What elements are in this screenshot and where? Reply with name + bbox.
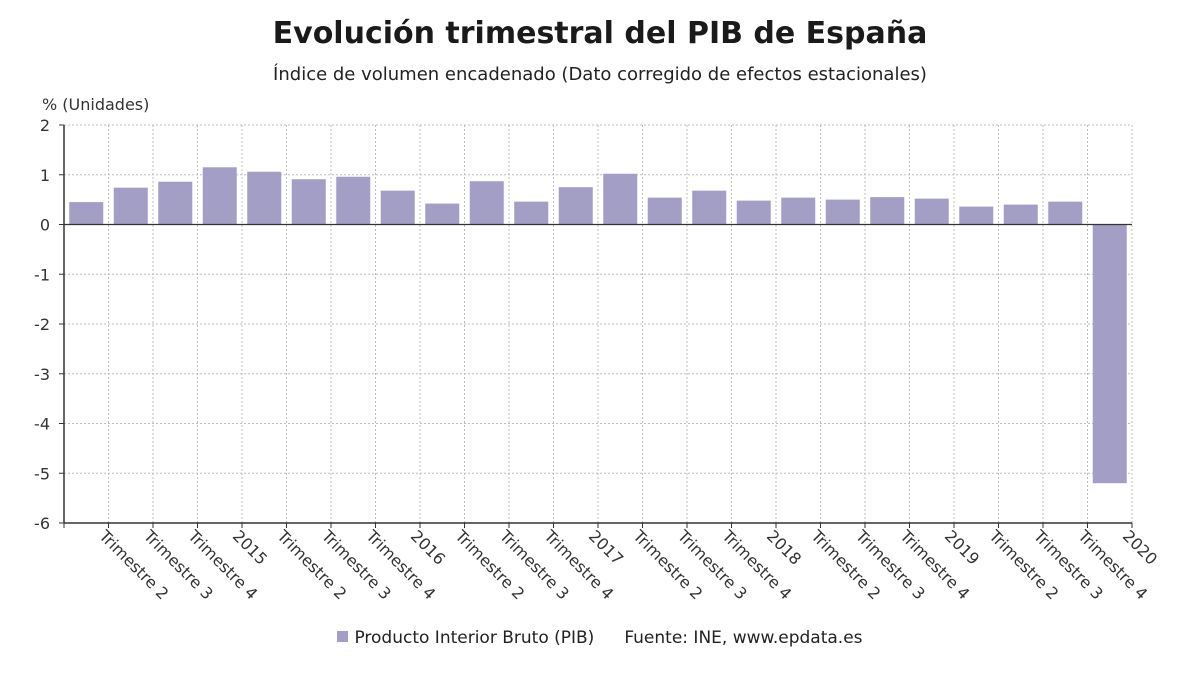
x-tick-label: 2015 xyxy=(229,526,271,568)
bar xyxy=(781,197,816,225)
chart-subtitle: Índice de volumen encadenado (Dato corre… xyxy=(273,64,927,85)
bar xyxy=(1003,204,1038,225)
bar xyxy=(69,202,104,225)
x-tick-label: 2019 xyxy=(941,526,983,568)
legend-series-label: Producto Interior Bruto (PIB) xyxy=(354,628,595,648)
y-tick-label: -2 xyxy=(34,315,50,334)
bar xyxy=(202,167,237,225)
y-tick-label: -5 xyxy=(34,464,50,483)
x-tick-label: 2018 xyxy=(763,526,805,568)
bar xyxy=(425,203,460,225)
x-tick-label: 2016 xyxy=(407,526,449,568)
bar xyxy=(914,198,949,225)
axes xyxy=(59,124,1133,528)
bar xyxy=(647,197,682,225)
bars xyxy=(69,167,1127,484)
bar xyxy=(692,190,727,225)
y-axis-label: % (Unidades) xyxy=(42,95,149,114)
bar xyxy=(247,171,282,225)
y-tick-label: -6 xyxy=(34,514,50,533)
y-tick-label: 2 xyxy=(40,116,50,135)
bar xyxy=(736,200,771,225)
bar xyxy=(336,176,371,225)
x-tick-label: 2020 xyxy=(1119,526,1161,568)
bar xyxy=(469,181,504,225)
bar xyxy=(113,187,148,225)
bar xyxy=(1048,201,1083,225)
bar xyxy=(380,190,415,225)
bar xyxy=(291,179,326,225)
y-tick-label: 0 xyxy=(40,216,50,235)
bar xyxy=(870,197,905,225)
bar xyxy=(514,201,549,225)
bar xyxy=(603,173,638,225)
source-note: Fuente: INE, www.epdata.es xyxy=(624,628,863,648)
bar xyxy=(959,206,994,225)
bar xyxy=(825,199,860,225)
y-tick-labels: 2 1 0 -1 -2 -3 -4 -5 -6 xyxy=(34,116,50,533)
bar xyxy=(558,187,593,225)
y-tick-label: -1 xyxy=(34,265,50,284)
y-tick-label: 1 xyxy=(40,166,50,185)
bar xyxy=(1092,224,1127,484)
y-tick-label: -3 xyxy=(34,365,50,384)
y-tick-label: -4 xyxy=(34,415,50,434)
bar xyxy=(158,181,193,225)
legend: Producto Interior Bruto (PIB) Fuente: INE… xyxy=(0,628,1200,648)
chart-title: Evolución trimestral del PIB de España xyxy=(272,16,928,51)
legend-swatch xyxy=(337,631,349,642)
x-tick-label: 2017 xyxy=(585,526,627,568)
